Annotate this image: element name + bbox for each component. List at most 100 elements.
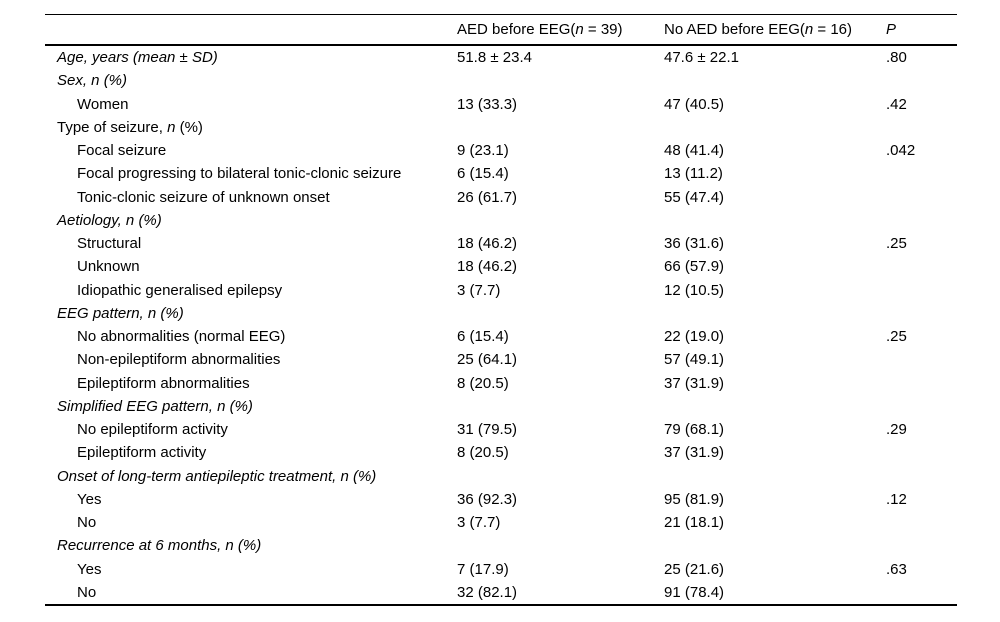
row-label-text: Women xyxy=(77,95,129,113)
row-label: Tonic-clonic seizure of unknown onset xyxy=(57,190,457,205)
table-row: Sex, n (%) xyxy=(45,69,957,92)
row-label-text: Aetiology, n (%) xyxy=(57,211,162,229)
row-label: No abnormalities (normal EEG) xyxy=(57,329,457,344)
row-label-text: Focal progressing to bilateral tonic-clo… xyxy=(77,165,402,183)
cell-no-aed-value: 55 (47.4) xyxy=(664,188,725,206)
row-label: No xyxy=(57,515,457,530)
cell-no-aed-value: 91 (78.4) xyxy=(664,583,725,601)
cell-no-aed-value: 95 (81.9) xyxy=(664,490,725,508)
row-label-text: Focal seizure xyxy=(77,142,167,160)
cell-aed-value: 18 (46.2) xyxy=(457,258,518,276)
column-header-no-aed-text: No AED before EEG( xyxy=(664,21,805,38)
row-label: EEG pattern, n (%) xyxy=(57,306,457,321)
column-header-aed-count: = 39) xyxy=(583,21,623,38)
row-label-text: Sex, n (%) xyxy=(57,72,128,90)
comparison-table: AED before EEG(n = 39) No AED before EEG… xyxy=(45,14,957,606)
cell-aed-value: 51.8 ± 23.4 xyxy=(457,49,532,67)
row-label-suffix: (%) xyxy=(175,118,203,136)
row-label-text: Epileptiform abnormalities xyxy=(77,374,250,392)
cell-p-value: .12 xyxy=(886,490,907,508)
column-header-aed-text: AED before EEG( xyxy=(457,21,576,38)
cell-aed-value: 36 (92.3) xyxy=(457,490,518,508)
row-label: Non-epileptiform abnormalities xyxy=(57,352,457,367)
row-label-text: Type of seizure, xyxy=(57,118,168,136)
table-row: Epileptiform activity 8 (20.5) 37 (31.9) xyxy=(45,441,957,464)
table-row: Non-epileptiform abnormalities 25 (64.1)… xyxy=(45,348,957,371)
column-header-aed: AED before EEG(n = 39) xyxy=(457,22,664,37)
cell-p-value: .80 xyxy=(886,49,907,67)
cell-no-aed-value: 57 (49.1) xyxy=(664,351,725,369)
cell-no-aed-value: 13 (11.2) xyxy=(664,165,723,183)
row-label: Age, years (mean ± SD) xyxy=(57,50,457,65)
table-row: Aetiology, n (%) xyxy=(45,209,957,232)
row-label: Sex, n (%) xyxy=(57,73,457,88)
cell-no-aed-value: 47.6 ± 22.1 xyxy=(664,49,739,67)
row-label-text: Unknown xyxy=(77,258,140,276)
cell-p-value: .25 xyxy=(886,328,907,346)
cell-aed-value: 9 (23.1) xyxy=(457,142,509,160)
table-row: Age, years (mean ± SD) 51.8 ± 23.4 47.6 … xyxy=(45,46,957,69)
table-row: Simplified EEG pattern, n (%) xyxy=(45,395,957,418)
cell-aed-value: 6 (15.4) xyxy=(457,328,509,346)
row-label: Epileptiform abnormalities xyxy=(57,376,457,391)
cell-aed-value: 18 (46.2) xyxy=(457,235,518,253)
row-label: Epileptiform activity xyxy=(57,445,457,460)
cell-p-value: .29 xyxy=(886,421,907,439)
cell-no-aed-value: 47 (40.5) xyxy=(664,95,725,113)
cell-no-aed-value: 25 (21.6) xyxy=(664,560,725,578)
row-label-text: Epileptiform activity xyxy=(77,444,207,462)
table-row: Women 13 (33.3) 47 (40.5) .42 xyxy=(45,93,957,116)
table-row: Tonic-clonic seizure of unknown onset 26… xyxy=(45,186,957,209)
table-row: Idiopathic generalised epilepsy 3 (7.7) … xyxy=(45,279,957,302)
cell-aed-value: 3 (7.7) xyxy=(457,514,501,532)
table-row: Unknown 18 (46.2) 66 (57.9) xyxy=(45,255,957,278)
table-row: Onset of long-term antiepileptic treatme… xyxy=(45,465,957,488)
table-row: Yes 7 (17.9) 25 (21.6) .63 xyxy=(45,558,957,581)
row-label: Aetiology, n (%) xyxy=(57,213,457,228)
row-label-text: Tonic-clonic seizure of unknown onset xyxy=(77,188,330,206)
table-row: No 32 (82.1) 91 (78.4) xyxy=(45,581,957,604)
row-label-text: No xyxy=(77,583,97,601)
table-row: No 3 (7.7) 21 (18.1) xyxy=(45,511,957,534)
column-header-p-value: P xyxy=(886,21,897,38)
table-row: Focal seizure 9 (23.1) 48 (41.4) .042 xyxy=(45,139,957,162)
row-label-text: No abnormalities (normal EEG) xyxy=(77,328,286,346)
cell-p-value: .42 xyxy=(886,95,907,113)
cell-no-aed-value: 21 (18.1) xyxy=(664,514,725,532)
table-row: No epileptiform activity 31 (79.5) 79 (6… xyxy=(45,418,957,441)
row-label: Unknown xyxy=(57,259,457,274)
row-label: Type of seizure, n (%) xyxy=(57,120,457,135)
table-row: EEG pattern, n (%) xyxy=(45,302,957,325)
cell-aed-value: 32 (82.1) xyxy=(457,583,518,601)
row-label: Yes xyxy=(57,492,457,507)
table-body: Age, years (mean ± SD) 51.8 ± 23.4 47.6 … xyxy=(45,46,957,604)
row-label-text: Recurrence at 6 months, n (%) xyxy=(57,537,262,555)
cell-aed-value: 26 (61.7) xyxy=(457,188,518,206)
row-label: Structural xyxy=(57,236,457,251)
table-row: Structural 18 (46.2) 36 (31.6) .25 xyxy=(45,232,957,255)
table-row: Type of seizure, n (%) xyxy=(45,116,957,139)
row-label-text: Structural xyxy=(77,235,142,253)
table-row: Yes 36 (92.3) 95 (81.9) .12 xyxy=(45,488,957,511)
row-label-text: EEG pattern, n (%) xyxy=(57,304,184,322)
row-label-text: Onset of long-term antiepileptic treatme… xyxy=(57,467,377,485)
row-label: Focal seizure xyxy=(57,143,457,158)
row-label-n: n xyxy=(167,118,176,136)
cell-p-value: .63 xyxy=(886,560,907,578)
row-label: Yes xyxy=(57,562,457,577)
cell-aed-value: 31 (79.5) xyxy=(457,421,518,439)
row-label: Simplified EEG pattern, n (%) xyxy=(57,399,457,414)
row-label-text: No xyxy=(77,514,97,532)
row-label: Idiopathic generalised epilepsy xyxy=(57,283,457,298)
table-row: No abnormalities (normal EEG) 6 (15.4) 2… xyxy=(45,325,957,348)
cell-no-aed-value: 37 (31.9) xyxy=(664,374,725,392)
column-header-no-aed-n: n xyxy=(804,21,814,38)
cell-p-value: .25 xyxy=(886,235,907,253)
row-label: Focal progressing to bilateral tonic-clo… xyxy=(57,166,457,181)
cell-no-aed-value: 12 (10.5) xyxy=(664,281,725,299)
table-header-row: AED before EEG(n = 39) No AED before EEG… xyxy=(45,15,957,46)
cell-aed-value: 25 (64.1) xyxy=(457,351,518,369)
cell-no-aed-value: 37 (31.9) xyxy=(664,444,725,462)
row-label-text: No epileptiform activity xyxy=(77,421,228,439)
cell-aed-value: 6 (15.4) xyxy=(457,165,509,183)
